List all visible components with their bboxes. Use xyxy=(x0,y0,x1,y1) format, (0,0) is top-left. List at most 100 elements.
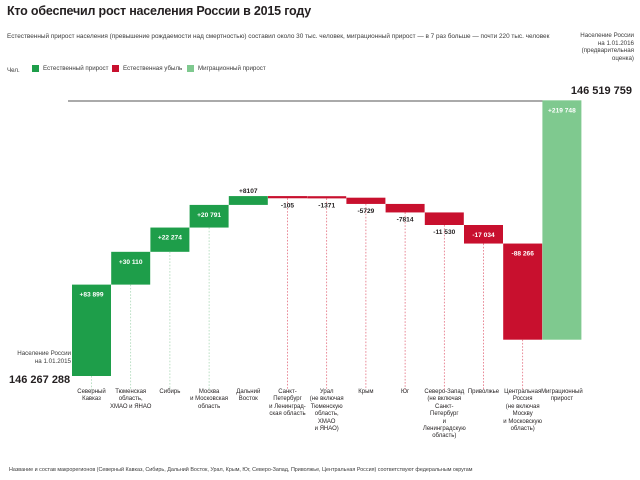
start-population-caption: Население России на 1.01.2015 xyxy=(9,350,71,365)
value-label-3: +22 274 xyxy=(158,235,182,242)
footnote: Название и состав макрорегионов (Северны… xyxy=(9,467,473,473)
end-caption-line: на 1.01.2016 xyxy=(597,39,634,47)
category-label-line: Санкт- xyxy=(278,389,297,395)
legend-unit: Чел. xyxy=(7,67,20,74)
bar-13 xyxy=(542,100,582,340)
bar-7 xyxy=(307,196,347,199)
value-label-8: -5729 xyxy=(357,208,374,215)
bar-12 xyxy=(503,243,543,340)
chart-subtitle: Естественный прирост населения (превышен… xyxy=(7,33,550,40)
category-label-line: Урал xyxy=(319,389,334,395)
category-label-line: Москва xyxy=(198,389,220,395)
category-label-line: Приволжье xyxy=(467,389,500,395)
bar-9 xyxy=(385,203,425,213)
value-label-7: -1371 xyxy=(318,202,335,209)
category-label-line: Центральная xyxy=(504,389,542,395)
category-label-line: Санкт-Петербург xyxy=(430,403,459,418)
category-label-line: (не включая xyxy=(505,403,540,410)
value-label-10: -11 530 xyxy=(433,229,455,236)
end-caption-line: (предварительная xyxy=(581,47,634,55)
category-label-line: Крым xyxy=(358,389,374,395)
value-label-9: -7814 xyxy=(397,216,414,223)
category-label-10: Северо-Запад (не включая Санкт-Петербург и … xyxy=(422,389,466,441)
value-label-2: +30 110 xyxy=(119,259,143,266)
category-label-line: и Ленинградскую xyxy=(422,418,466,433)
category-label-line: Москву xyxy=(512,411,533,418)
value-label-13: +219 748 xyxy=(548,107,576,114)
bar-8 xyxy=(346,197,386,204)
value-label-6: -105 xyxy=(281,202,295,209)
category-label-5: Дальний Восток xyxy=(226,389,270,404)
bar-5 xyxy=(228,196,268,205)
value-label-4: +20 791 xyxy=(197,212,221,219)
category-label-line: ская область xyxy=(269,411,306,418)
chart-title: Кто обеспечил рост населения России в 20… xyxy=(7,4,311,18)
category-label-6: Санкт- Петербург и Ленинград-ская область xyxy=(266,389,310,419)
value-label-12: -88 266 xyxy=(512,251,535,258)
category-label-line: прирост xyxy=(550,396,574,403)
legend-label-natural-decrease: Естественная убыль xyxy=(123,65,183,72)
category-label-7: Урал (не включая Тюменскую область, ХМАО и ЯН… xyxy=(305,389,349,433)
category-label-8: Крым xyxy=(344,389,388,396)
category-label-line: область xyxy=(197,403,221,410)
category-label-line: (не включая xyxy=(309,396,344,403)
category-label-line: Дальний xyxy=(236,389,261,395)
category-label-2: Тюменская область, ХМАО и ЯНАО xyxy=(109,389,153,411)
category-label-line: Миграционный xyxy=(541,389,583,395)
category-label-11: Приволжье xyxy=(462,389,506,396)
category-label-line: Тюменскую xyxy=(310,403,343,410)
category-label-line: Восток xyxy=(238,396,258,403)
category-label-line: Юг xyxy=(400,389,410,395)
category-label-line: Сибирь xyxy=(159,389,181,395)
legend-item-migration: Миграционный прирост xyxy=(187,65,266,72)
legend-swatch-natural-decrease xyxy=(112,65,119,72)
legend-label-natural-increase: Естественный прирост xyxy=(43,65,109,72)
end-caption-line: оценка) xyxy=(611,54,634,62)
bar-4 xyxy=(189,204,229,228)
category-label-4: Москва и Московская область xyxy=(187,389,231,411)
category-label-line: область, xyxy=(314,411,339,418)
category-label-line: и Московскую xyxy=(503,418,543,425)
category-label-line: Кавказ xyxy=(82,396,101,403)
category-label-1: Северный Кавказ xyxy=(70,389,114,404)
category-label-line: ХМАО и ЯНАО xyxy=(109,403,152,410)
category-label-line: область) xyxy=(432,433,457,440)
legend-swatch-migration xyxy=(187,65,194,72)
bar-10 xyxy=(424,212,464,225)
category-label-line: (не включая xyxy=(427,396,462,403)
category-label-line: и Ленинград- xyxy=(269,403,306,410)
bar-11 xyxy=(464,224,503,244)
value-label-1: +83 899 xyxy=(79,292,103,299)
category-label-line: Северный xyxy=(77,389,106,395)
bar-1 xyxy=(72,284,111,376)
end-population-caption: Население России на 1.01.2016 (предварит… xyxy=(572,32,634,62)
value-label-5: +8107 xyxy=(239,188,258,195)
start-population-value: 146 267 288 xyxy=(9,374,71,386)
category-label-3: Сибирь xyxy=(148,389,192,396)
value-label-11: -17 034 xyxy=(472,232,495,239)
category-label-line: область) xyxy=(510,426,535,433)
legend-item-natural-increase: Естественный прирост xyxy=(32,65,108,72)
category-label-line: Петербург xyxy=(273,396,302,403)
bar-3 xyxy=(150,227,190,252)
category-label-line: Северо-Запад xyxy=(424,389,465,395)
bar-6 xyxy=(268,196,307,199)
category-label-line: Россия xyxy=(512,396,533,403)
end-caption-line: Население России xyxy=(580,32,634,39)
legend-swatch-natural-increase xyxy=(32,65,39,72)
category-label-line: область, xyxy=(118,396,143,403)
legend-label-migration: Миграционный прирост xyxy=(198,65,266,72)
category-label-9: Юг xyxy=(383,389,427,396)
category-label-line: и Московская xyxy=(190,396,229,403)
bar-2 xyxy=(111,251,151,285)
end-population-value: 146 519 759 xyxy=(570,85,632,97)
category-label-line: ХМАО xyxy=(317,418,336,425)
start-caption-line: на 1.01.2015 xyxy=(34,357,71,365)
start-caption-line: Население России xyxy=(17,350,71,357)
category-label-line: Тюменская xyxy=(115,389,147,395)
category-label-12: Центральная Россия (не включая Москву и Моск… xyxy=(501,389,545,433)
legend-item-natural-decrease: Естественная убыль xyxy=(112,65,182,72)
category-label-13: Миграционный прирост xyxy=(540,389,584,404)
category-label-line: и ЯНАО) xyxy=(314,426,339,433)
